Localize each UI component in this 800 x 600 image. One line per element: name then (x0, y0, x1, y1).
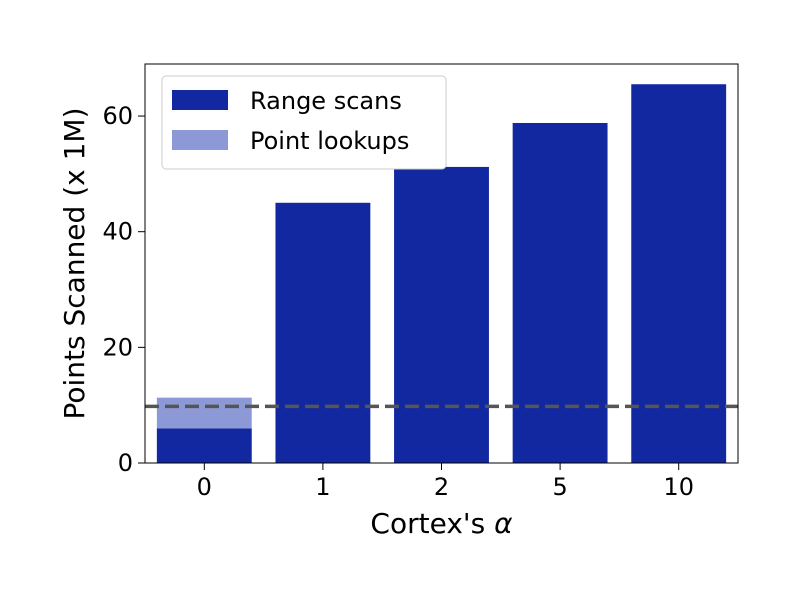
bar-range-scans-1 (275, 202, 371, 464)
legend-box (161, 75, 447, 170)
bar-range-scans-5 (512, 122, 608, 463)
x-tick-label-2: 2 (434, 473, 449, 501)
y-tick-label-60: 60 (102, 102, 133, 130)
x-tick-label-1: 1 (315, 473, 330, 501)
bar-point-lookups-0 (156, 397, 252, 429)
x-tick-label-10: 10 (663, 473, 694, 501)
x-tick-label-5: 5 (552, 473, 567, 501)
y-tick-label-0: 0 (118, 449, 133, 477)
legend-swatch-range-scans (172, 90, 228, 110)
bar-range-scans-10 (631, 84, 727, 463)
y-axis-label: Points Scanned (x 1M) (58, 107, 91, 419)
legend-swatch-point-lookups (172, 130, 228, 150)
x-axis-label: Cortex's α (370, 507, 513, 540)
x-axis-label-prefix: Cortex's (370, 507, 494, 540)
x-tick-label-0: 0 (197, 473, 212, 501)
y-tick-label-40: 40 (102, 218, 133, 246)
y-axis: 0 20 40 60 (102, 102, 145, 477)
bar-range-scans-0 (156, 428, 252, 463)
legend: Range scans Point lookups (161, 75, 447, 170)
legend-label-point-lookups: Point lookups (250, 127, 409, 155)
x-axis-label-symbol: α (494, 507, 513, 540)
y-tick-label-20: 20 (102, 333, 133, 361)
bar-range-scans-2 (394, 166, 489, 464)
x-axis: 0 1 2 5 10 (197, 463, 694, 501)
legend-label-range-scans: Range scans (250, 87, 402, 115)
